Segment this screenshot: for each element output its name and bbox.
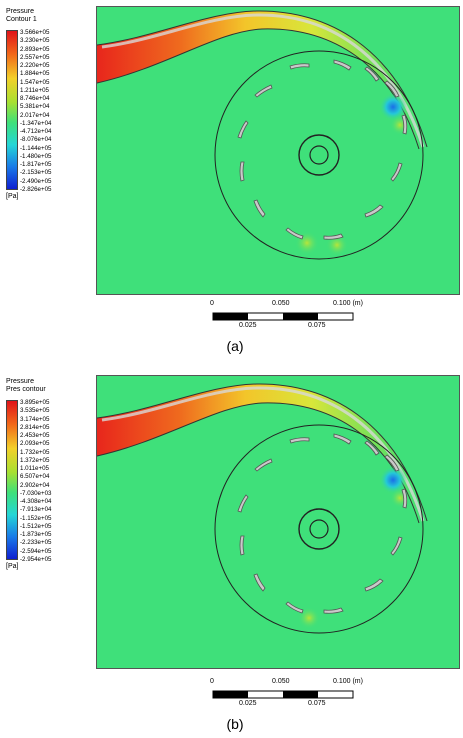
scale-bar [212, 312, 354, 321]
tick-label: -1.873e+05 [20, 531, 52, 538]
tick-label: 2.220e+05 [20, 62, 50, 69]
fan-geometry [96, 383, 428, 634]
colorbar-ticks: 3.895e+05 3.535e+05 3.174e+05 2.814e+05 … [20, 399, 51, 564]
tick-label: 6.507e+04 [20, 473, 50, 481]
legend-title-line1: Pressure [6, 8, 35, 15]
tick-label: -2.233e+05 [20, 539, 52, 547]
tick-label: -2.594e+05 [20, 547, 52, 555]
figure-caption: (b) [226, 716, 244, 732]
tick-label: -2.153e+05 [20, 169, 52, 177]
tick-label: -7.913e+04 [20, 506, 52, 514]
tick-label: 2.453e+05 [20, 432, 50, 439]
scale-label-0050: 0.050 [272, 300, 290, 307]
colorbar [6, 400, 18, 560]
legend-title-line2: Pres contour [6, 386, 46, 393]
legend-title: Pressure Contour 1 [6, 8, 37, 24]
tick-label: 1.011e+05 [20, 465, 49, 472]
tick-label: 1.732e+05 [20, 448, 50, 456]
scale-label-0025: 0.025 [239, 700, 257, 707]
tick-label: -1.152e+05 [20, 514, 52, 522]
tick-label: 2.814e+05 [20, 423, 50, 431]
tick-label: -2.954e+05 [20, 555, 52, 563]
legend-unit: [Pa] [6, 563, 19, 570]
scale-label-0100: 0.100 (m) [333, 678, 363, 685]
tick-label: -8.076e+04 [20, 136, 52, 144]
scale-label-0050: 0.050 [272, 678, 290, 685]
scale-label-0025: 0.025 [239, 322, 257, 329]
tick-label: 3.174e+05 [20, 415, 50, 423]
tick-label: 3.566e+05 [20, 29, 50, 36]
tick-label: -7.030e+03 [20, 489, 52, 497]
tick-label: 3.230e+05 [20, 37, 50, 45]
legend-title-line1: Pressure [6, 378, 35, 385]
contour-plot [96, 375, 460, 669]
tick-label: -1.480e+05 [20, 152, 52, 160]
panel-a: Pressure Contour 1 3.566e+05 3.230e+05 2… [0, 0, 463, 365]
tick-label: 3.535e+05 [20, 407, 50, 415]
tick-label: 1.547e+05 [20, 78, 50, 86]
tick-label: -1.817e+05 [20, 161, 52, 168]
scale-label-0: 0 [210, 678, 214, 685]
tick-label: 2.902e+04 [20, 481, 50, 489]
scale-label-0100: 0.100 (m) [333, 300, 363, 307]
tick-label: -2.826e+05 [20, 185, 52, 193]
scale-label-0: 0 [210, 300, 214, 307]
legend-title-line2: Contour 1 [6, 16, 37, 23]
tick-label: -2.490e+05 [20, 177, 52, 185]
tick-label: 3.895e+05 [20, 399, 50, 406]
fan-geometry [96, 10, 428, 260]
panel-b: Pressure Pres contour 3.895e+05 3.535e+0… [0, 370, 463, 738]
tick-label: 2.017e+04 [20, 111, 50, 119]
tick-label: 1.884e+05 [20, 70, 50, 78]
contour-plot [96, 6, 460, 295]
tick-label: -1.512e+05 [20, 522, 52, 530]
colorbar-ticks: 3.566e+05 3.230e+05 2.893e+05 2.557e+05 … [20, 29, 51, 194]
tick-label: 2.893e+05 [20, 45, 50, 53]
scale-label-0075: 0.075 [308, 322, 326, 329]
tick-label: 8.746e+04 [20, 95, 50, 102]
tick-label: 1.211e+05 [20, 86, 49, 94]
tick-label: -1.144e+05 [20, 144, 52, 152]
tick-label: -1.347e+04 [20, 119, 52, 127]
legend-unit: [Pa] [6, 193, 19, 200]
scale-label-0075: 0.075 [308, 700, 326, 707]
tick-label: 2.093e+05 [20, 440, 50, 448]
tick-label: 5.381e+04 [20, 103, 50, 111]
tick-label: 1.372e+05 [20, 456, 50, 464]
legend-title: Pressure Pres contour [6, 378, 46, 394]
colorbar [6, 30, 18, 190]
tick-label: -4.712e+04 [20, 128, 52, 135]
tick-label: 2.557e+05 [20, 53, 50, 61]
scale-bar [212, 690, 354, 699]
tick-label: -4.308e+04 [20, 498, 52, 505]
figure-caption: (a) [226, 338, 244, 354]
